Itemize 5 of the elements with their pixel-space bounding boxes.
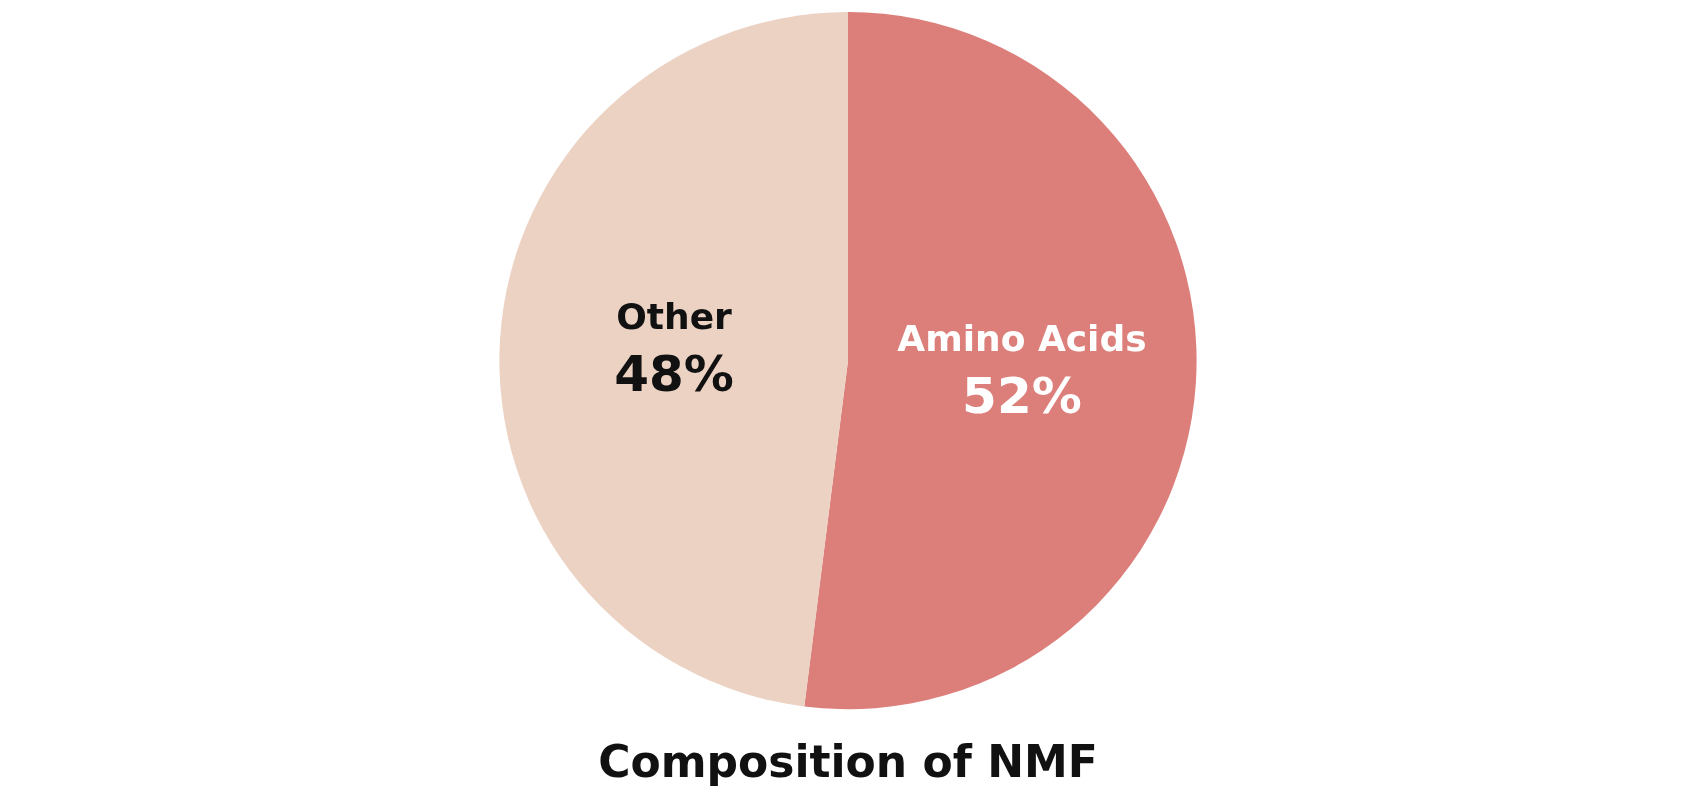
data-label: 52% [962, 366, 1082, 425]
slice-label: Other [616, 296, 733, 338]
text: Composition of NMF [598, 736, 1098, 788]
data-label: 48% [614, 344, 734, 403]
slice-label: Amino Acids [897, 317, 1147, 359]
